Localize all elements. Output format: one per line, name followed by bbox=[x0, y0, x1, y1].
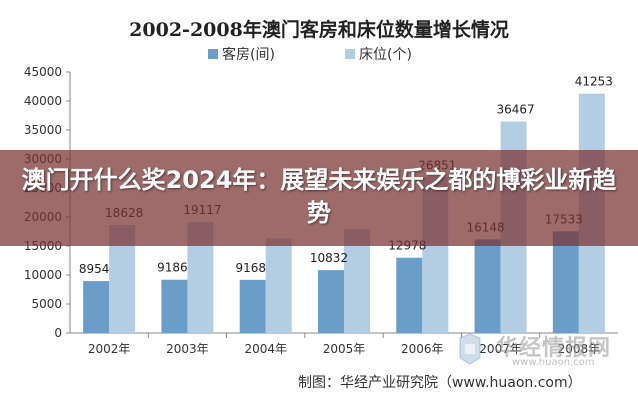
bar-rooms bbox=[83, 281, 110, 333]
bar-beds bbox=[265, 238, 292, 333]
bar-rooms bbox=[474, 239, 501, 333]
watermark-brand: 华经情报网 bbox=[496, 336, 612, 361]
legend-swatch bbox=[208, 49, 218, 59]
watermark-url: www.huaon.com bbox=[512, 357, 595, 368]
legend-label: 床位(个) bbox=[359, 47, 412, 63]
x-tick-label: 2002年 bbox=[88, 342, 131, 356]
source-note: 制图：华经产业研究院（www.huaon.com） bbox=[298, 375, 582, 391]
x-tick-label: 2007年 bbox=[479, 342, 522, 356]
y-tick-label: 5000 bbox=[31, 297, 62, 311]
data-label: 36467 bbox=[496, 102, 534, 116]
legend: 客房(间) 床位(个) bbox=[208, 46, 412, 63]
legend-label: 客房(间) bbox=[222, 46, 275, 63]
bar-rooms bbox=[396, 257, 423, 333]
data-label: 10832 bbox=[310, 251, 348, 265]
bar-rooms bbox=[552, 231, 579, 333]
y-tick-label: 0 bbox=[54, 326, 62, 340]
data-label: 8954 bbox=[79, 262, 110, 276]
y-tick-label: 40000 bbox=[24, 94, 62, 108]
y-tick-label: 35000 bbox=[24, 123, 62, 137]
x-tick-label: 2003年 bbox=[166, 342, 209, 356]
bar-rooms bbox=[161, 279, 188, 333]
bar-rooms bbox=[239, 279, 266, 333]
y-tick-label: 10000 bbox=[24, 268, 62, 282]
chart-title: 2002-2008年澳门客房和床位数量增长情况 bbox=[129, 18, 509, 41]
x-tick-label: 2004年 bbox=[244, 342, 287, 356]
headline-banner bbox=[0, 150, 638, 246]
data-label: 41253 bbox=[575, 75, 613, 89]
watermark-logo-icon bbox=[459, 333, 481, 365]
x-tick-label: 2008年 bbox=[558, 342, 601, 356]
legend-swatch bbox=[345, 49, 355, 59]
data-label: 9168 bbox=[235, 261, 266, 275]
x-tick-label: 2006年 bbox=[401, 342, 444, 356]
bar-beds bbox=[344, 229, 370, 333]
bar-rooms bbox=[318, 270, 344, 333]
y-tick-label: 45000 bbox=[24, 65, 62, 79]
x-tick-label: 2005年 bbox=[323, 342, 366, 356]
headline-text[interactable]: 澳门开什么奖2024年：展望未来娱乐之都的博彩业新趋势 bbox=[21, 166, 617, 227]
data-label: 9186 bbox=[157, 261, 188, 275]
